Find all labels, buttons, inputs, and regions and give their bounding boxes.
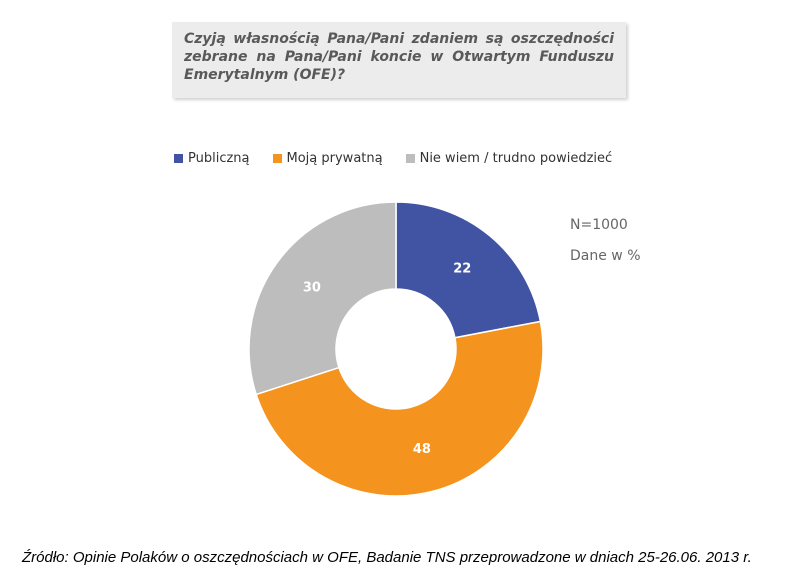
legend-item-dont-know: Nie wiem / trudno powiedzieć — [405, 151, 613, 166]
question-box: Czyją własnością Pana/Pani zdaniem są os… — [172, 22, 626, 98]
legend-label-dont-know: Nie wiem / trudno powiedzieć — [419, 151, 613, 166]
donut-slice-labels: 22 48 30 — [303, 261, 472, 457]
sample-size-note: N=1000 — [570, 217, 628, 233]
legend-label-public: Publiczną — [188, 151, 250, 166]
slice-public — [395, 201, 542, 339]
legend-swatch-dont-know — [405, 154, 415, 163]
legend-swatch-public — [174, 154, 183, 163]
slice-label-private: 48 — [413, 442, 431, 457]
legend-item-public: Publiczną — [174, 151, 250, 166]
legend-label-private: Moją prywatną — [286, 151, 383, 166]
slice-dont-know — [248, 201, 397, 396]
source-note: Źródło: Opinie Polaków o oszczędnościach… — [22, 549, 752, 566]
question-text: Czyją własnością Pana/Pani zdaniem są os… — [184, 31, 614, 83]
slice-label-public: 22 — [453, 261, 471, 276]
unit-note: Dane w % — [570, 248, 641, 264]
slice-label-dont-know: 30 — [303, 280, 321, 295]
legend-item-private: Moją prywatną — [272, 151, 383, 166]
legend-swatch-private — [272, 154, 282, 163]
slice-private — [255, 320, 544, 497]
donut-slices — [248, 201, 544, 497]
legend: Publiczną Moją prywatną Nie wiem / trudn… — [174, 151, 635, 166]
